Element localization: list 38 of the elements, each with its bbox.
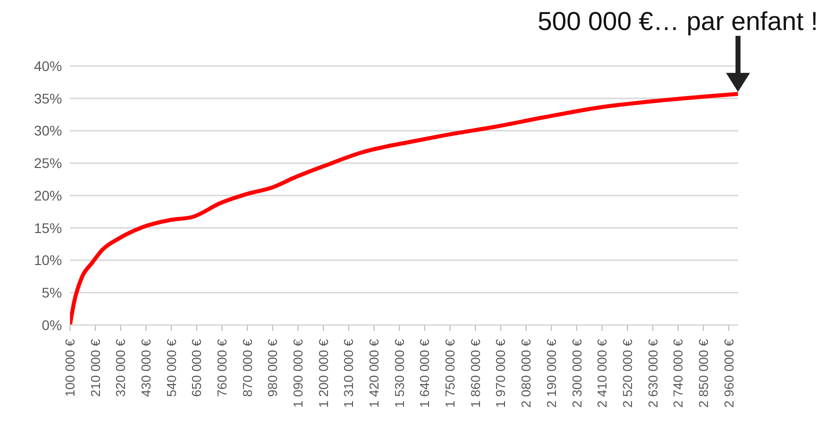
x-tick-label: 1 750 000 €: [442, 338, 458, 408]
y-tick-label: 35%: [34, 90, 62, 106]
x-tick-label: 870 000 €: [240, 338, 255, 397]
x-tick-label: 1 970 000 €: [493, 338, 508, 408]
y-tick-label: 5%: [42, 284, 62, 301]
x-tick-label: 1 530 000 €: [392, 338, 407, 408]
annotation: 500 000 €… par enfant !: [538, 6, 818, 36]
x-tick-label: 1 200 000 €: [316, 338, 331, 408]
x-tick-label: 2 850 000 €: [696, 338, 711, 408]
line-series: [70, 92, 738, 325]
x-tick-label: 1 090 000 €: [290, 338, 306, 408]
x-tick-label: 2 960 000 €: [721, 338, 736, 408]
y-tick-label: 15%: [34, 220, 62, 236]
x-tick-label: 1 640 000 €: [417, 338, 432, 408]
x-tick-label: 2 300 000 €: [569, 338, 584, 408]
x-tick-label: 430 000 €: [138, 338, 154, 397]
x-tick-label: 2 630 000 €: [645, 338, 660, 408]
x-tick-label: 760 000 €: [214, 338, 230, 397]
y-tick-label: 25%: [34, 155, 62, 172]
x-tick-label: 540 000 €: [164, 338, 179, 397]
x-tick-label: 2 740 000 €: [670, 338, 686, 408]
y-tick-label: 20%: [34, 187, 62, 204]
x-tick-label: 2 410 000 €: [594, 338, 610, 408]
x-tick-label: 980 000 €: [265, 338, 280, 397]
y-tick-label: 10%: [34, 252, 62, 268]
x-tick-label: 2 190 000 €: [544, 338, 559, 408]
y-tick-label: 40%: [34, 58, 62, 74]
x-tick-label: 320 000 €: [113, 338, 128, 397]
x-tick-label: 100 000 €: [62, 338, 78, 397]
x-tick-label: 2 520 000 €: [620, 338, 635, 408]
x-tick-label: 1 310 000 €: [341, 338, 356, 408]
x-tick-label: 1 420 000 €: [366, 338, 382, 408]
x-tick-label: 650 000 €: [189, 338, 204, 397]
x-tick-label: 2 080 000 €: [518, 338, 534, 408]
x-tick-label: 210 000 €: [88, 338, 103, 397]
y-tick-label: 0%: [42, 316, 62, 333]
x-tick-label: 1 860 000 €: [468, 338, 483, 408]
y-tick-label: 30%: [34, 122, 62, 139]
